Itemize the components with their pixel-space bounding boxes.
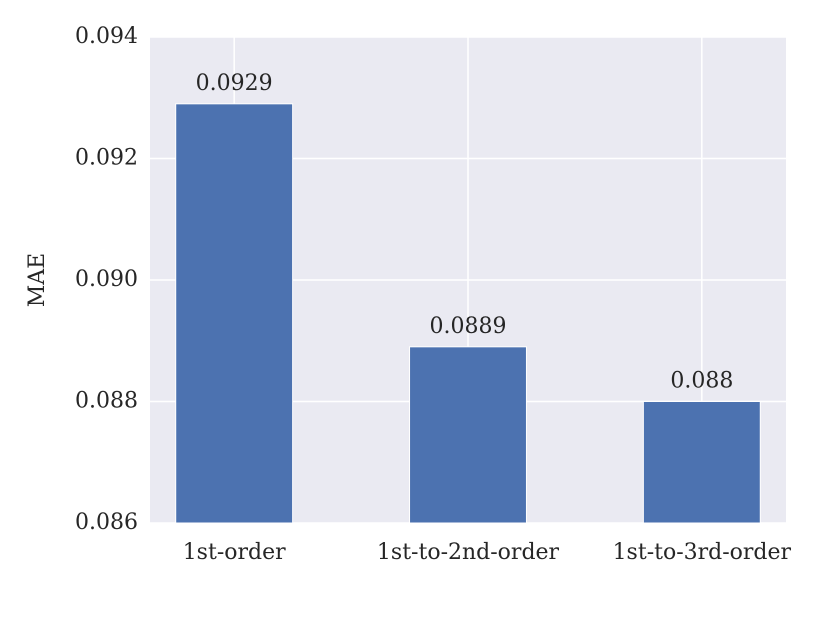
y-tick-label: 0.090 <box>75 267 138 292</box>
x-tick-label: 1st-to-2nd-order <box>377 540 560 565</box>
bar <box>642 401 761 524</box>
y-tick-label: 0.092 <box>75 146 138 171</box>
y-tick-label: 0.088 <box>75 389 138 414</box>
y-axis-label: MAE <box>25 253 50 307</box>
x-tick-label: 1st-order <box>183 540 286 565</box>
data-label: 0.088 <box>670 369 733 394</box>
x-tick-label: 1st-to-3rd-order <box>613 540 792 565</box>
bar <box>409 346 527 524</box>
data-label: 0.0889 <box>430 314 507 339</box>
y-tick-label: 0.094 <box>75 24 138 49</box>
y-tick-label: 0.086 <box>75 510 138 535</box>
data-label: 0.0929 <box>196 71 273 96</box>
bar <box>175 103 294 524</box>
